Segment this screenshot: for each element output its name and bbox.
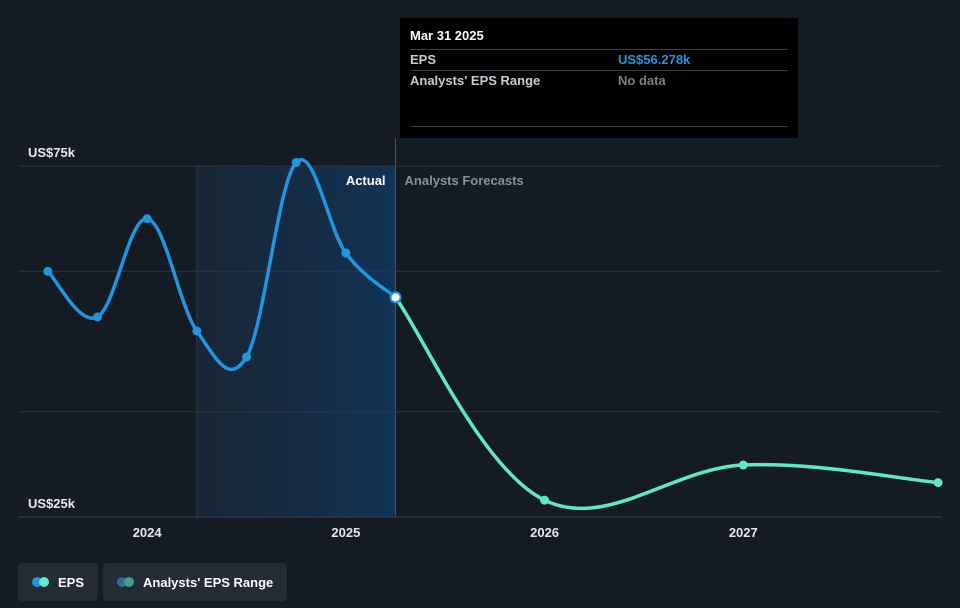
- actual-period-band: [196, 166, 396, 517]
- tooltip-divider: [410, 126, 788, 127]
- tooltip-eps-value: US$56.278k: [618, 52, 691, 67]
- legend-range-label: Analysts' EPS Range: [143, 574, 274, 590]
- forecast-label: Analysts Forecasts: [405, 173, 524, 188]
- tooltip-row-eps: EPS US$56.278k: [410, 49, 788, 70]
- actual-label: Actual: [346, 173, 386, 188]
- series-line-0: [46, 158, 398, 372]
- series-0-point-4: [242, 352, 252, 362]
- legend-item-eps[interactable]: EPS: [18, 563, 99, 601]
- x-tick-label-2: 2026: [530, 525, 559, 540]
- series-0-point-1: [92, 312, 102, 322]
- tooltip: Mar 31 2025 EPS US$56.278k Analysts' EPS…: [400, 18, 798, 138]
- legend-item-eps-range[interactable]: Analysts' EPS Range: [103, 563, 288, 601]
- series-0-point-5: [291, 157, 301, 167]
- legend-eps-label: EPS: [58, 574, 85, 590]
- legend-range-icon: [117, 577, 135, 587]
- tooltip-range-value: No data: [618, 73, 666, 88]
- x-tick-label-3: 2027: [729, 525, 758, 540]
- series-0-point-0: [43, 266, 53, 276]
- series-0-point-3: [192, 326, 202, 336]
- series-1-point-1: [540, 495, 550, 505]
- selected-point: [389, 291, 402, 304]
- series-0-point-2: [142, 214, 152, 224]
- tooltip-range-label: Analysts' EPS Range: [410, 73, 541, 88]
- y-tick-label-1: US$25k: [28, 496, 76, 511]
- series-1-point-3: [933, 478, 943, 488]
- tooltip-row-range: Analysts' EPS Range No data: [410, 70, 788, 91]
- y-tick-label-0: US$75k: [28, 145, 76, 160]
- tooltip-eps-label: EPS: [410, 52, 437, 67]
- series-1-point-2: [738, 460, 748, 470]
- legend-eps-icon: [32, 577, 50, 587]
- tooltip-date: Mar 31 2025: [410, 28, 484, 43]
- legend: EPS Analysts' EPS Range: [18, 563, 288, 601]
- series-line-1: [393, 295, 940, 511]
- series-0-point-6: [341, 248, 351, 258]
- x-tick-label-0: 2024: [133, 525, 163, 540]
- x-tick-label-1: 2025: [331, 525, 360, 540]
